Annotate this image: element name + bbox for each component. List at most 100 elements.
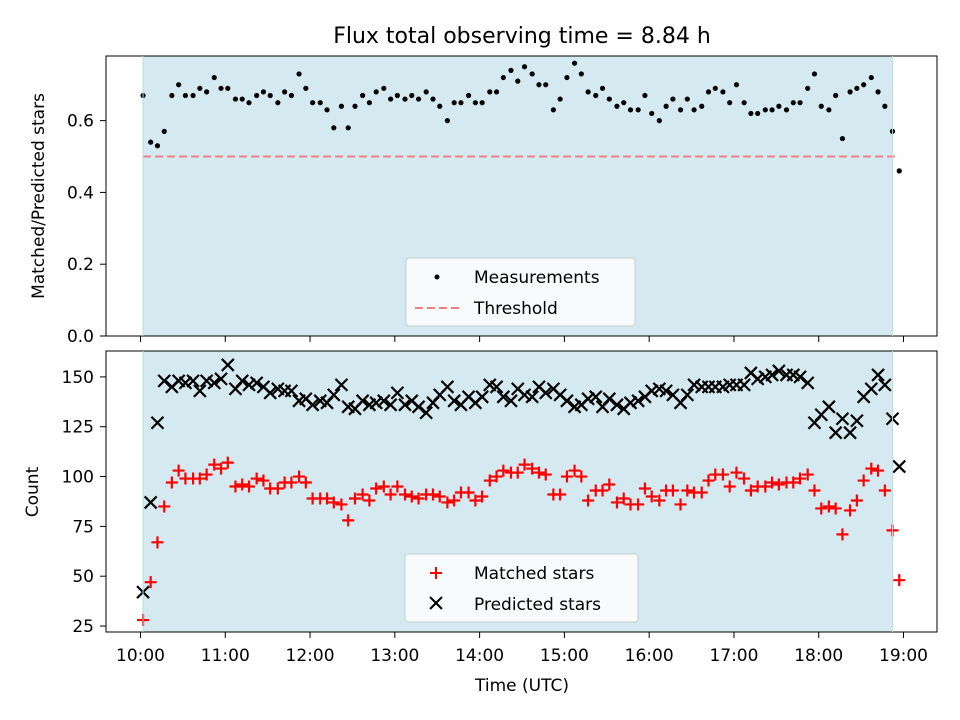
matched-star-point — [229, 480, 242, 493]
predicted-star-point — [631, 394, 645, 408]
matched-star-point — [822, 500, 835, 513]
measurement-point — [423, 89, 429, 95]
measurement-point — [169, 92, 175, 99]
measurement-point — [444, 118, 450, 124]
predicted-star-point — [355, 394, 370, 408]
matched-star-point — [327, 496, 340, 509]
measurement-point — [437, 103, 443, 109]
predicted-star-point — [207, 376, 222, 390]
matched-star-point — [829, 502, 842, 515]
predicted-star-point — [623, 396, 638, 410]
matched-star-point — [490, 470, 503, 483]
top-y-axis-label: Matched/Predicted stars — [29, 93, 49, 299]
matched-star-point — [568, 464, 581, 477]
legend-measurements-label: Measurements — [474, 268, 600, 288]
predicted-star-point — [305, 398, 320, 412]
predicted-star-point — [398, 398, 412, 412]
measurement-point — [627, 107, 634, 113]
matched-star-point — [363, 494, 376, 507]
measurement-point — [606, 96, 612, 102]
matched-star-point — [844, 504, 857, 517]
measurement-point — [521, 64, 528, 70]
legend-matched-marker — [430, 567, 442, 579]
measurement-point — [571, 60, 578, 66]
matched-star-point — [215, 462, 228, 475]
x-tick-label: 13:00 — [370, 646, 419, 666]
predicted-star-point — [390, 386, 405, 400]
measurement-point — [896, 168, 902, 174]
chart-title: Flux total observing time = 8.84 h — [333, 24, 711, 49]
predicted-star-point — [793, 370, 807, 384]
measurement-point — [260, 89, 267, 95]
measurement-point — [854, 85, 860, 91]
matched-star-point — [603, 478, 616, 491]
matched-star-point — [617, 492, 630, 505]
matched-star-point — [582, 494, 595, 507]
measurement-point — [472, 100, 478, 106]
predicted-star-point — [687, 378, 701, 392]
predicted-star-point — [588, 390, 603, 404]
measurement-point — [487, 89, 493, 95]
predicted-star-point — [419, 406, 433, 420]
bottom-panel: 25 50 75 100 125 150 10:00 11:00 12:00 13:00 14:0… — [23, 350, 938, 696]
measurement-point — [430, 96, 436, 102]
matched-star-point — [335, 498, 348, 511]
measurement-point — [479, 100, 485, 106]
predicted-star-point — [199, 374, 214, 388]
matched-star-point — [610, 496, 623, 509]
matched-star-point — [433, 490, 446, 503]
measurement-point — [373, 89, 379, 95]
measurement-point — [387, 96, 394, 102]
measurement-point — [288, 92, 295, 99]
measurement-point — [727, 100, 733, 106]
measurement-point — [720, 89, 726, 95]
predicted-star-point — [517, 388, 532, 402]
matched-star-point — [893, 574, 906, 587]
predicted-star-point — [235, 374, 250, 388]
measurement-point — [861, 82, 867, 88]
matched-star-point — [208, 458, 221, 471]
x-tick-label: 11:00 — [201, 646, 250, 666]
measurement-point — [309, 100, 316, 106]
matched-star-point — [878, 484, 891, 497]
measurement-point — [797, 100, 803, 106]
predicted-star-point — [737, 378, 751, 392]
matched-star-point — [801, 468, 814, 481]
legend-matched-label: Matched stars — [474, 564, 594, 584]
matched-star-point — [632, 498, 645, 511]
measurement-point — [790, 100, 796, 106]
matched-star-point — [497, 464, 510, 477]
y-tick-label-top: 0.6 — [67, 112, 94, 132]
measurement-point — [564, 74, 570, 81]
predicted-star-point — [800, 376, 815, 390]
matched-star-point — [193, 472, 206, 485]
predicted-star-point — [369, 396, 383, 410]
measurement-point — [699, 103, 705, 109]
matched-star-point — [759, 480, 772, 493]
measurement-point — [833, 92, 839, 99]
measurement-point — [705, 89, 712, 95]
predicted-star-point — [411, 400, 426, 414]
measurement-point — [225, 85, 231, 91]
matched-star-point — [794, 472, 807, 485]
matched-star-point — [448, 494, 461, 507]
predicted-star-point — [504, 394, 518, 408]
measurement-point — [204, 89, 210, 95]
x-tick-label: 18:00 — [794, 646, 843, 666]
measurement-point — [776, 103, 782, 109]
measurement-point — [303, 85, 309, 91]
predicted-star-point — [242, 378, 256, 392]
matched-star-point — [144, 576, 157, 589]
measurement-point — [748, 110, 754, 117]
measurement-point — [550, 107, 556, 113]
predicted-star-point — [610, 398, 624, 412]
measurement-point — [585, 89, 591, 95]
matched-star-point — [384, 488, 397, 501]
matched-star-point — [172, 464, 185, 477]
measurement-point — [409, 92, 415, 99]
x-tick-label: 19:00 — [879, 646, 928, 666]
measurement-point — [741, 100, 747, 106]
matched-star-point — [716, 468, 729, 481]
matched-star-point — [808, 484, 821, 497]
bottom-legend: Matched stars Predicted stars — [404, 553, 639, 623]
